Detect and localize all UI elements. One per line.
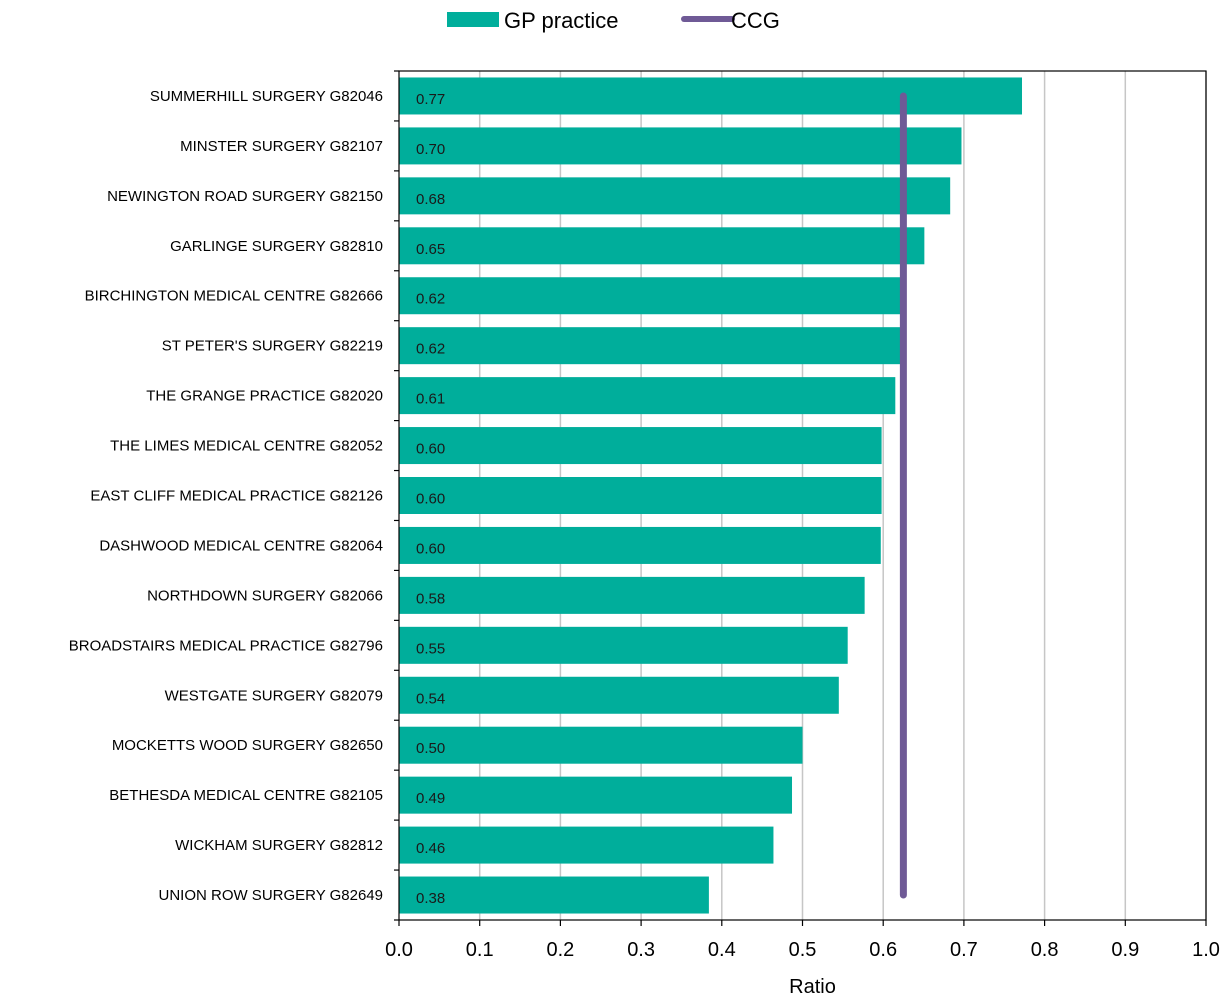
category-label: WICKHAM SURGERY G82812 [175, 837, 383, 854]
bar-value-label: 0.54 [416, 690, 445, 707]
category-label: BETHESDA MEDICAL CENTRE G82105 [109, 787, 383, 804]
x-tick-label: 0.9 [1111, 939, 1139, 961]
bar [399, 327, 901, 365]
legend-swatch-gp-practice [447, 12, 499, 27]
x-tick-label: 1.0 [1192, 939, 1220, 961]
bar-value-label: 0.55 [416, 640, 445, 657]
category-label: BIRCHINGTON MEDICAL CENTRE G82666 [85, 288, 383, 305]
bar-value-labels: 0.77 0.70 0.68 0.65 0.62 0.62 0.61 0.60 0.60 0.60… [416, 91, 445, 907]
bar [399, 477, 882, 514]
x-tick-label: 0.7 [950, 939, 978, 961]
bar [399, 826, 774, 864]
bar-value-label: 0.50 [416, 740, 445, 757]
x-tick-label: 0.8 [1031, 939, 1059, 961]
category-label: DASHWOOD MEDICAL CENTRE G82064 [99, 537, 383, 554]
category-label: GARLINGE SURGERY G82810 [170, 238, 383, 255]
x-tick-label: 0.6 [869, 939, 897, 961]
category-label: ST PETER'S SURGERY G82219 [162, 338, 383, 355]
category-label: NORTHDOWN SURGERY G82066 [147, 587, 383, 604]
bar [399, 526, 881, 564]
axes [394, 70, 1207, 926]
bar-value-label: 0.49 [416, 790, 445, 807]
bars [399, 77, 1023, 914]
x-axis-title: Ratio [789, 976, 836, 998]
bar-value-label: 0.62 [416, 291, 445, 308]
bar-value-label: 0.70 [416, 141, 445, 158]
bar [399, 277, 901, 315]
category-label: THE GRANGE PRACTICE G82020 [146, 388, 383, 405]
bar-value-label: 0.46 [416, 840, 445, 857]
category-label: EAST CLIFF MEDICAL PRACTICE G82126 [90, 488, 383, 505]
category-label: WESTGATE SURGERY G82079 [165, 687, 383, 704]
bar-value-label: 0.62 [416, 341, 445, 358]
x-tick-labels: 0.0 0.1 0.2 0.3 0.4 0.5 0.6 0.7 0.8 0.9 1.0 [385, 939, 1220, 961]
category-label: NEWINGTON ROAD SURGERY G82150 [107, 188, 383, 205]
bar-value-label: 0.60 [416, 491, 445, 508]
x-tick-label: 0.3 [627, 939, 655, 961]
category-label: MINSTER SURGERY G82107 [180, 138, 383, 155]
bar-value-label: 0.60 [416, 441, 445, 458]
category-label: UNION ROW SURGERY G82649 [158, 887, 383, 904]
bar [399, 776, 793, 814]
x-tick-label: 0.2 [546, 939, 574, 961]
legend-label-gp-practice: GP practice [504, 8, 619, 33]
bar [399, 127, 962, 165]
bar-value-label: 0.61 [416, 391, 445, 408]
bar [399, 576, 865, 614]
bar-value-label: 0.58 [416, 590, 445, 607]
x-tick-label: 0.0 [385, 939, 413, 961]
category-label: MOCKETTS WOOD SURGERY G82650 [112, 737, 383, 754]
x-tick-label: 0.1 [466, 939, 494, 961]
legend-label-ccg: CCG [731, 8, 780, 33]
bar [399, 876, 709, 914]
bar-value-label: 0.68 [416, 191, 445, 208]
bar [399, 177, 951, 215]
bar [399, 427, 882, 465]
bar [399, 626, 848, 664]
bar [399, 676, 839, 714]
bar-value-label: 0.77 [416, 91, 445, 108]
bar-value-label: 0.60 [416, 540, 445, 557]
category-label: BROADSTAIRS MEDICAL PRACTICE G82796 [69, 637, 383, 654]
category-label: THE LIMES MEDICAL CENTRE G82052 [110, 438, 383, 455]
bar [399, 726, 803, 764]
bar-value-label: 0.38 [416, 890, 445, 907]
legend: GP practice CCG [447, 8, 780, 33]
category-labels: SUMMERHILL SURGERY G82046 MINSTER SURGERY… [69, 88, 383, 904]
bar [399, 377, 896, 415]
bar [399, 227, 925, 265]
bar [399, 77, 1023, 115]
bar-value-label: 0.65 [416, 241, 445, 258]
category-label: SUMMERHILL SURGERY G82046 [150, 88, 383, 105]
x-tick-label: 0.5 [789, 939, 817, 961]
x-tick-label: 0.4 [708, 939, 736, 961]
